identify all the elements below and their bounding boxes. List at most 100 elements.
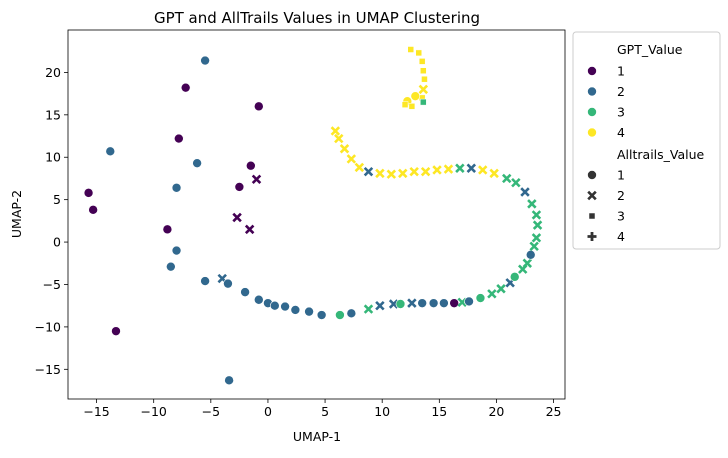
data-point — [192, 158, 202, 168]
x-tick-label: 25 — [546, 404, 562, 419]
data-point — [449, 298, 459, 308]
legend-style-label: 2 — [617, 188, 625, 203]
y-tick-label: 20 — [45, 65, 61, 80]
data-point — [171, 182, 182, 193]
data-point — [531, 233, 542, 243]
data-point — [244, 224, 255, 235]
legend-hue-label: 1 — [617, 64, 625, 79]
y-tick-label: 5 — [53, 192, 61, 207]
data-point — [88, 205, 98, 215]
data-point — [502, 173, 512, 184]
data-point — [443, 164, 454, 174]
data-point — [455, 163, 465, 173]
y-tick-label: −5 — [43, 277, 61, 292]
legend-style-label: 1 — [617, 168, 625, 183]
data-point — [363, 166, 374, 177]
data-point — [409, 166, 419, 177]
data-point — [386, 169, 397, 179]
y-tick-label: 15 — [45, 107, 61, 122]
data-point — [254, 101, 264, 112]
data-point — [335, 310, 345, 320]
data-point — [496, 284, 506, 294]
data-point — [418, 58, 426, 65]
legend-hue-label: 4 — [617, 125, 625, 140]
data-point — [111, 326, 121, 336]
x-tick-label: −5 — [202, 404, 220, 419]
data-point — [200, 276, 210, 286]
data-point — [232, 212, 242, 223]
data-point — [478, 165, 488, 175]
data-point — [223, 278, 233, 289]
data-point — [466, 163, 477, 173]
data-point — [174, 133, 184, 144]
data-point — [105, 146, 116, 157]
data-point — [418, 84, 429, 95]
legend: GPT_Value Alltrails_Value 1 2 3 4 1 2 3 4 — [572, 31, 721, 250]
data-point — [224, 375, 234, 386]
data-point — [529, 241, 539, 252]
data-point — [525, 249, 536, 260]
legend-style-title: Alltrails_Value — [617, 147, 705, 162]
data-point — [316, 310, 327, 320]
data-point — [509, 272, 520, 282]
data-point — [339, 144, 350, 154]
data-point — [375, 300, 385, 311]
legend-hue-swatch — [587, 86, 597, 97]
data-point — [428, 298, 439, 308]
data-point — [246, 160, 256, 171]
data-point — [407, 46, 415, 53]
data-point — [407, 298, 417, 308]
data-point — [240, 287, 250, 297]
y-tick-label: 10 — [45, 150, 61, 165]
data-point — [395, 299, 406, 309]
data-point — [269, 300, 280, 311]
data-point — [354, 162, 365, 173]
legend-hue-label: 2 — [617, 84, 625, 99]
data-point — [346, 308, 357, 319]
x-tick-label: 20 — [488, 404, 504, 419]
legend-style-label: 3 — [617, 209, 625, 224]
x-tick-label: 10 — [374, 404, 390, 419]
data-point — [330, 126, 341, 136]
data-point — [375, 168, 385, 179]
legend-hue-swatch — [587, 127, 597, 138]
y-tick-label: −10 — [35, 319, 61, 334]
data-point — [408, 103, 416, 110]
chart-title: GPT and AllTrails Values in UMAP Cluster… — [154, 9, 480, 27]
data-point — [254, 294, 264, 305]
data-point — [83, 188, 94, 198]
y-tick-label: −15 — [35, 362, 61, 377]
legend-frame — [572, 31, 721, 250]
data-point — [398, 168, 408, 179]
legend-hue-label: 3 — [617, 105, 625, 120]
data-point — [432, 165, 442, 175]
legend-style-swatch — [587, 190, 597, 201]
data-point — [417, 298, 427, 308]
legend-hue-swatch — [587, 66, 597, 76]
data-point — [421, 75, 428, 83]
legend-style-swatch — [587, 170, 597, 180]
y-tick-label: 0 — [53, 235, 61, 250]
data-point — [234, 182, 245, 192]
x-tick-label: 0 — [264, 404, 272, 419]
x-tick-label: 5 — [321, 404, 329, 419]
y-axis-label: UMAP-2 — [9, 190, 24, 238]
legend-hue-title: GPT_Value — [617, 42, 683, 57]
data-point — [522, 258, 533, 268]
data-point — [439, 298, 449, 308]
data-point — [363, 304, 374, 314]
legend-style-label: 4 — [617, 229, 625, 244]
data-point — [290, 305, 301, 315]
data-point — [520, 187, 530, 197]
data-point — [415, 49, 423, 57]
data-point — [420, 166, 431, 177]
data-points — [83, 46, 543, 386]
data-point — [410, 91, 421, 101]
legend-style-swatch — [588, 212, 596, 220]
x-tick-label: 15 — [431, 404, 447, 419]
axis-ticks: −15 −10 −5 0 5 10 15 20 25 −15 −10 −5 0 5 10 15 20 — [35, 65, 562, 419]
data-point — [532, 220, 543, 230]
data-point — [464, 296, 474, 307]
